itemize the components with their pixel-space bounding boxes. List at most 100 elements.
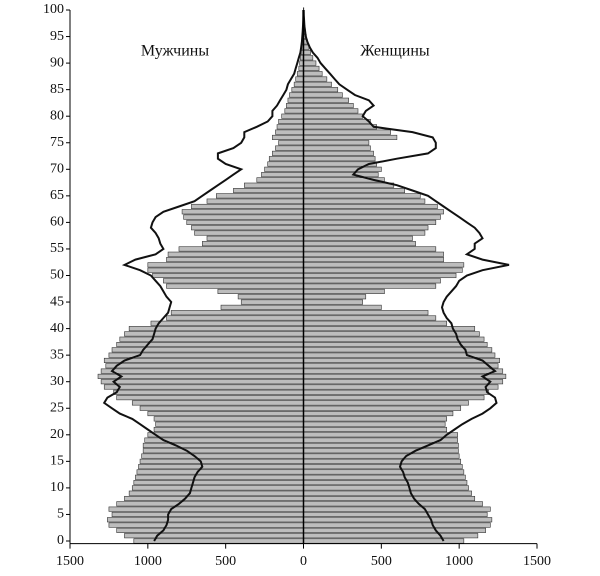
bar — [303, 469, 465, 475]
bar — [181, 209, 304, 215]
bar — [303, 538, 465, 544]
bar — [303, 501, 483, 507]
x-tick-label: 1000 — [445, 554, 473, 569]
bar — [178, 246, 304, 252]
bar — [220, 304, 304, 310]
bar — [303, 129, 391, 135]
bar — [303, 71, 323, 77]
bar — [303, 442, 459, 448]
bar — [131, 485, 304, 491]
bar — [303, 448, 459, 454]
bar — [303, 485, 469, 491]
bar — [303, 294, 367, 300]
bar — [303, 511, 488, 517]
bar — [124, 331, 304, 337]
bar — [303, 458, 462, 464]
bar — [166, 257, 304, 263]
bar — [111, 347, 304, 353]
bar — [303, 108, 359, 114]
bar — [303, 421, 446, 427]
bar — [303, 480, 468, 486]
bar — [303, 272, 457, 279]
bar — [116, 527, 304, 533]
bar — [113, 389, 304, 395]
bar — [303, 124, 377, 130]
bar — [206, 198, 304, 204]
bar — [278, 140, 304, 146]
bar — [141, 453, 304, 459]
bar — [111, 511, 304, 517]
bar — [303, 288, 385, 294]
y-tick-label: 35 — [50, 347, 64, 362]
bar — [291, 87, 304, 93]
bar — [303, 363, 499, 369]
y-tick-label: 90 — [50, 55, 64, 70]
bar — [303, 257, 444, 263]
bar — [289, 92, 304, 98]
bar — [100, 379, 304, 385]
y-tick-label: 85 — [50, 82, 64, 97]
bar — [103, 384, 304, 390]
bar — [139, 458, 304, 464]
y-tick-label: 65 — [50, 188, 64, 203]
bar — [167, 251, 304, 257]
bar — [264, 166, 304, 172]
bar — [303, 81, 332, 87]
y-tick-label: 70 — [50, 162, 64, 177]
bar — [303, 490, 472, 496]
bar — [303, 230, 426, 236]
bar — [166, 283, 304, 289]
bar — [152, 272, 304, 279]
bar — [163, 278, 304, 284]
bar — [124, 495, 304, 502]
bar — [97, 373, 304, 379]
bar — [275, 129, 304, 135]
bar — [147, 267, 304, 273]
bar — [119, 336, 304, 342]
bar — [153, 426, 304, 433]
y-tick-label: 75 — [50, 135, 64, 150]
bar — [240, 299, 304, 305]
bar — [303, 262, 465, 268]
y-tick-label: 25 — [50, 400, 64, 415]
bar — [303, 156, 376, 162]
y-tick-label: 60 — [50, 215, 64, 230]
bar — [133, 538, 304, 544]
bar — [183, 214, 304, 220]
bar — [133, 480, 304, 486]
bar — [303, 384, 499, 390]
bar — [303, 203, 438, 210]
bar — [142, 442, 304, 448]
bar — [303, 389, 490, 395]
y-tick-label: 0 — [57, 533, 64, 548]
y-tick-label: 5 — [57, 507, 64, 522]
bar — [303, 331, 480, 337]
bar — [303, 166, 382, 172]
bar — [136, 469, 304, 475]
x-tick-label: 1500 — [56, 554, 84, 569]
bar — [303, 400, 469, 406]
population-line — [302, 9, 510, 542]
bar — [303, 225, 429, 231]
bar — [147, 411, 304, 417]
bar — [303, 506, 491, 512]
bar — [276, 124, 304, 130]
bar — [166, 315, 304, 321]
bar — [303, 495, 476, 502]
bar — [303, 209, 444, 215]
y-tick-label: 100 — [43, 2, 64, 17]
x-tick-label: 1000 — [134, 554, 162, 569]
bar — [281, 113, 304, 119]
bar — [303, 278, 441, 284]
bar — [303, 299, 363, 305]
bar — [303, 188, 405, 194]
bar — [150, 320, 304, 326]
bar — [303, 251, 444, 257]
bar — [303, 326, 476, 332]
bar — [303, 373, 507, 379]
bar — [155, 421, 304, 427]
bar — [303, 49, 311, 56]
bar — [272, 134, 304, 140]
bar — [105, 363, 304, 369]
bar — [303, 145, 371, 151]
